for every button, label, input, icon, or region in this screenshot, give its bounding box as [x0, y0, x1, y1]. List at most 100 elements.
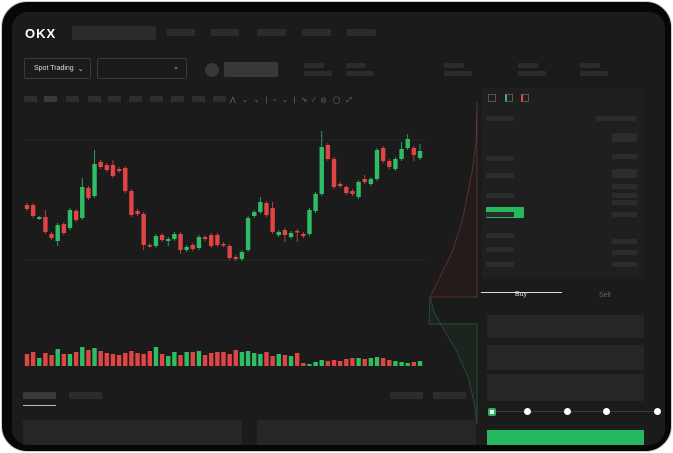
candle-body	[270, 208, 275, 232]
nav-item[interactable]	[347, 29, 376, 36]
chart-interval-tool[interactable]	[150, 96, 163, 102]
stat-label	[518, 63, 538, 68]
book-amount	[612, 200, 637, 205]
book-asks-icon[interactable]	[521, 94, 529, 102]
stat-label	[444, 63, 464, 68]
book-amount	[612, 184, 637, 189]
volume-bar	[55, 349, 60, 366]
chart-interval-tool[interactable]	[192, 96, 205, 102]
volume-bar	[184, 352, 189, 366]
bottom-action[interactable]	[390, 392, 423, 399]
volume-bar	[37, 358, 42, 366]
chart-interval-tool[interactable]	[44, 96, 57, 102]
nav-item[interactable]	[302, 29, 331, 36]
candle-body	[49, 234, 54, 238]
chart-interval-tool[interactable]	[171, 96, 184, 102]
candle-body	[153, 236, 159, 246]
volume-bar	[98, 351, 103, 366]
volume-bar	[350, 358, 355, 366]
slider-stop[interactable]	[524, 408, 531, 415]
buy-tab-underline	[481, 292, 562, 293]
candle-body	[288, 233, 294, 237]
volume-bar	[252, 353, 257, 366]
pair-selector-dropdown[interactable]: ⌄	[97, 58, 187, 79]
slider-stop[interactable]	[564, 408, 571, 415]
candle-body	[43, 217, 48, 232]
candle-body	[307, 210, 312, 234]
volume-bar	[86, 350, 91, 366]
bottom-tab-active[interactable]	[23, 392, 56, 399]
bottom-tab-underline	[23, 405, 56, 406]
buy-button[interactable]	[487, 430, 644, 445]
book-price	[486, 262, 514, 267]
volume-bar	[227, 354, 232, 366]
candle-body	[368, 179, 374, 184]
book-bids-icon[interactable]	[505, 94, 513, 102]
chart-interval-tool[interactable]	[88, 96, 101, 102]
book-amount	[612, 239, 637, 244]
bottom-panel-left	[23, 420, 242, 445]
volume-bar	[239, 352, 245, 366]
candle-body	[98, 162, 103, 167]
book-price	[486, 116, 514, 121]
candle-body	[178, 234, 183, 250]
candle-body	[147, 245, 153, 247]
chart-interval-tool[interactable]	[66, 96, 79, 102]
chart-interval-tool[interactable]	[108, 96, 121, 102]
slider-stop[interactable]	[654, 408, 661, 415]
candle-body	[227, 246, 232, 258]
volume-bar	[67, 354, 73, 366]
total-input[interactable]	[487, 374, 644, 401]
candle-body	[135, 211, 140, 214]
nav-item[interactable]	[167, 29, 195, 36]
volume-bar	[190, 352, 195, 366]
price-input[interactable]	[487, 315, 644, 338]
volume-bar	[233, 350, 238, 366]
chart-interval-tool[interactable]	[213, 96, 226, 102]
amount-slider[interactable]	[488, 408, 661, 416]
spot-trading-dropdown[interactable]: Spot Trading ⌄	[24, 58, 91, 79]
buy-tab[interactable]: Buy	[515, 291, 528, 298]
candle-body	[61, 224, 67, 233]
candle-body	[313, 194, 318, 211]
chart-interval-tool[interactable]	[129, 96, 142, 102]
candle-body	[110, 165, 116, 176]
candle-body	[129, 191, 134, 215]
slider-handle[interactable]	[488, 408, 496, 416]
book-both-icon[interactable]	[488, 94, 496, 102]
book-amount	[612, 262, 637, 267]
stat-label	[580, 63, 600, 68]
slider-stop[interactable]	[603, 408, 610, 415]
volume-bar	[215, 352, 220, 366]
search-placeholder[interactable]	[72, 26, 156, 40]
volume-bar	[264, 352, 269, 366]
candle-body	[393, 159, 398, 169]
candle-body	[411, 148, 417, 155]
candle-body	[301, 234, 306, 236]
candle-body	[166, 239, 171, 241]
volume-bar	[172, 352, 177, 366]
candle-body	[172, 234, 177, 239]
volume-bar	[92, 348, 97, 366]
bottom-tab[interactable]	[69, 392, 102, 399]
sell-tab[interactable]: Sell	[599, 292, 611, 299]
nav-item[interactable]	[257, 29, 286, 36]
chart-tool-icons[interactable]: ⋀⌄⌄|▫⌄|∿⁄◎◯⤢	[230, 97, 359, 104]
amount-input[interactable]	[487, 345, 644, 370]
book-amount	[612, 169, 637, 174]
candlestick-chart[interactable]	[12, 12, 665, 445]
book-amount-header	[596, 116, 636, 121]
stat-label	[346, 63, 366, 68]
volume-bar	[178, 355, 183, 366]
volume-bar	[159, 354, 165, 366]
volume-bar	[116, 355, 122, 366]
bottom-action[interactable]	[433, 392, 466, 399]
nav-item[interactable]	[211, 29, 239, 36]
okx-logo[interactable]: OKX	[25, 26, 57, 41]
volume-bar	[61, 354, 67, 366]
chart-interval-tool[interactable]	[24, 96, 37, 102]
candle-body	[67, 210, 73, 228]
candle-body	[344, 187, 349, 193]
book-amount	[612, 193, 637, 198]
chevron-down-icon: ⌄	[77, 65, 84, 73]
